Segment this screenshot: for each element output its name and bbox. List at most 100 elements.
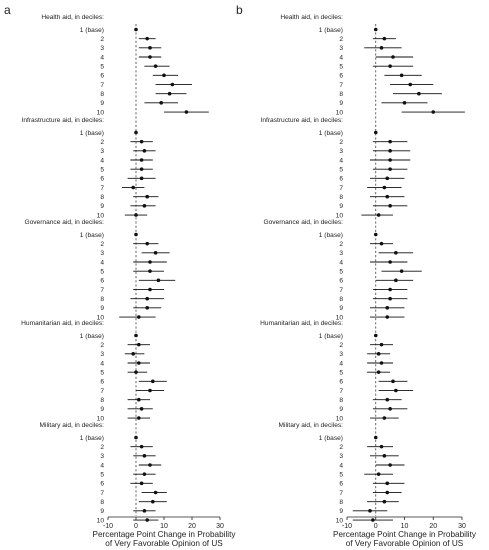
point-estimate bbox=[394, 388, 398, 393]
row-label: 2 bbox=[100, 139, 104, 146]
x-tick-label: 0 bbox=[134, 523, 138, 530]
group-title: Military aid, in deciles: bbox=[40, 422, 105, 429]
row-label: 10 bbox=[336, 109, 344, 116]
x-tick-label: -10 bbox=[342, 523, 352, 530]
point-estimate bbox=[382, 416, 387, 420]
point-estimate bbox=[148, 55, 152, 59]
row-label: 6 bbox=[100, 481, 104, 488]
point-estimate bbox=[134, 333, 138, 338]
point-estimate bbox=[148, 463, 152, 467]
row-label: 1 (base) bbox=[80, 333, 104, 340]
point-estimate bbox=[382, 454, 387, 458]
x-axis-title: Percentage Point Change in Probability bbox=[93, 530, 237, 539]
row-label: 8 bbox=[339, 296, 343, 303]
row-label: 6 bbox=[100, 176, 104, 183]
point-estimate bbox=[379, 361, 384, 365]
row-label: 9 bbox=[100, 305, 104, 312]
row-label: 9 bbox=[100, 203, 104, 210]
row-label: 3 bbox=[339, 148, 343, 155]
coefficient-group: Governance aid, in deciles: 1 (base) 2 3 4 5 6… bbox=[263, 219, 422, 321]
point-estimate bbox=[142, 454, 147, 458]
x-tick-label: 20 bbox=[188, 523, 196, 530]
row-label: 5 bbox=[339, 471, 343, 478]
row-label: 7 bbox=[100, 490, 104, 497]
point-estimate bbox=[382, 185, 387, 190]
coefficient-group: Humanitarian aid, in deciles: 1 (base) 2 3 4… bbox=[260, 320, 414, 422]
point-estimate bbox=[417, 91, 421, 96]
row-label: 2 bbox=[339, 241, 343, 248]
group-title: Governance aid, in deciles: bbox=[24, 219, 104, 226]
row-label: 1 (base) bbox=[80, 435, 104, 442]
coefficient-group: Health aid, in deciles: 1 (base) 2 3 4 5 6 7 8 9 1… bbox=[41, 14, 209, 116]
row-label: 10 bbox=[97, 314, 105, 321]
point-estimate bbox=[379, 241, 384, 246]
row-label: 9 bbox=[339, 305, 343, 312]
row-label: 5 bbox=[100, 369, 104, 376]
point-estimate bbox=[139, 176, 144, 181]
point-estimate bbox=[134, 213, 138, 217]
point-estimate bbox=[137, 397, 141, 402]
row-label: 7 bbox=[100, 185, 104, 192]
point-estimate bbox=[153, 251, 158, 255]
row-label: 5 bbox=[100, 268, 104, 275]
point-estimate bbox=[139, 407, 144, 411]
row-label: 10 bbox=[336, 212, 344, 219]
point-estimate bbox=[139, 158, 144, 162]
point-estimate bbox=[145, 194, 149, 199]
point-estimate bbox=[379, 444, 384, 449]
point-estimate bbox=[388, 260, 392, 264]
point-estimate bbox=[399, 269, 404, 273]
point-estimate bbox=[148, 388, 152, 393]
row-label: 4 bbox=[100, 157, 104, 164]
row-label: 7 bbox=[100, 388, 104, 395]
row-label: 10 bbox=[336, 517, 344, 524]
row-label: 8 bbox=[100, 499, 104, 506]
row-label: 8 bbox=[339, 397, 343, 404]
row-label: 4 bbox=[100, 462, 104, 469]
row-label: 5 bbox=[339, 166, 343, 173]
point-estimate bbox=[373, 333, 378, 338]
row-label: 7 bbox=[339, 490, 343, 497]
point-estimate bbox=[137, 416, 141, 420]
point-estimate bbox=[162, 73, 166, 78]
point-estimate bbox=[373, 130, 378, 135]
point-estimate bbox=[373, 232, 378, 237]
point-estimate bbox=[408, 82, 413, 87]
row-label: 10 bbox=[97, 517, 105, 524]
point-estimate bbox=[148, 287, 152, 292]
point-estimate bbox=[373, 27, 378, 32]
row-label: 2 bbox=[100, 36, 104, 43]
point-estimate bbox=[151, 379, 155, 384]
point-estimate bbox=[368, 509, 372, 513]
point-estimate bbox=[153, 490, 158, 495]
point-estimate bbox=[385, 194, 390, 199]
row-label: 4 bbox=[339, 157, 343, 164]
row-label: 10 bbox=[97, 415, 105, 422]
point-estimate bbox=[134, 232, 138, 237]
point-estimate bbox=[145, 296, 149, 301]
point-estimate bbox=[134, 370, 138, 374]
row-label: 9 bbox=[100, 508, 104, 515]
row-label: 8 bbox=[339, 194, 343, 201]
point-estimate bbox=[399, 73, 404, 78]
x-axis-title: of Very Favorable Opinion of US bbox=[346, 539, 464, 548]
coefficient-group: Health aid, in deciles: 1 (base) 2 3 4 5 6 7 8 9 1… bbox=[280, 14, 465, 116]
row-label: 3 bbox=[339, 45, 343, 52]
row-label: 5 bbox=[339, 369, 343, 376]
coefficient-group: Infrastructure aid, in deciles: 1 (base) 2… bbox=[22, 117, 159, 219]
point-estimate bbox=[388, 204, 392, 208]
point-estimate bbox=[385, 176, 390, 181]
point-estimate bbox=[139, 481, 144, 486]
point-estimate bbox=[385, 315, 390, 319]
coefficient-group: Governance aid, in deciles: 1 (base) 2 3 4 5 6… bbox=[24, 219, 176, 321]
point-estimate bbox=[134, 435, 138, 440]
row-label: 6 bbox=[100, 379, 104, 386]
row-label: 8 bbox=[100, 91, 104, 98]
point-estimate bbox=[373, 435, 378, 440]
point-estimate bbox=[142, 472, 147, 476]
point-estimate bbox=[139, 167, 144, 171]
point-estimate bbox=[134, 130, 138, 135]
row-label: 6 bbox=[339, 379, 343, 386]
panel-label: a bbox=[4, 3, 11, 17]
